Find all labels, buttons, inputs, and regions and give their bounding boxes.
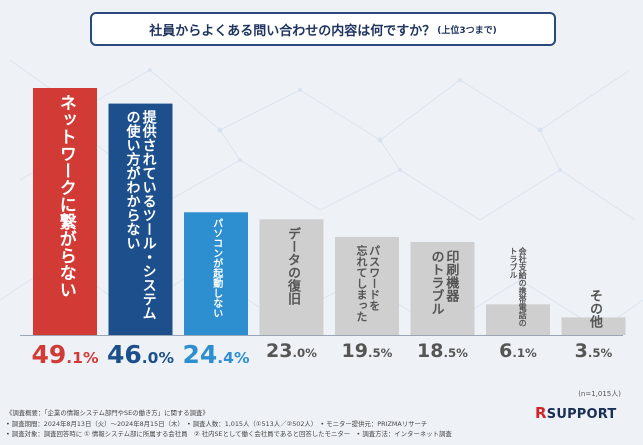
bar-8	[561, 317, 626, 335]
value-label-4: 23.0%	[266, 340, 317, 362]
value-label-6: 18.5%	[417, 340, 468, 362]
chart-subtitle: (上位3つまで)	[437, 25, 497, 36]
survey-footer: 《調査概要：「企業の情報システム部門やSEの働き方」に関する調査》 • 調査期間…	[6, 408, 452, 440]
bar-7	[486, 304, 550, 335]
bar-label-8: その他	[586, 289, 602, 329]
value-label-1: 49.1%	[31, 340, 99, 369]
sample-size-note: (n=1,015人)	[578, 390, 621, 398]
value-label-2: 46.0%	[106, 340, 174, 369]
bar-label-7: 会社支給の携帯電話の トラブル	[508, 247, 528, 328]
chart-title: 社員からよくある問い合わせの内容は何ですか？	[149, 23, 436, 39]
bar-label-1: ネットワークに繋がらない	[55, 94, 76, 298]
logo-text: SUPPORT	[546, 407, 617, 422]
chart-title-box: 社員からよくある問い合わせの内容は何ですか？ (上位3つまで)	[90, 12, 556, 46]
survey-summary: 《調査概要：「企業の情報システム部門やSEの働き方」に関する調査》	[6, 409, 209, 417]
bar-5	[335, 236, 399, 335]
value-label-7: 6.1%	[499, 340, 537, 362]
rsupport-logo: RSUPPORT	[535, 404, 617, 422]
bar-4	[259, 219, 324, 335]
value-label-8: 3.5%	[574, 340, 613, 362]
bar-label-4: データの復旧	[284, 227, 300, 306]
logo-mark: R	[535, 404, 547, 422]
bar-1	[33, 88, 97, 335]
bar-label-3: パソコンが起動しない	[210, 218, 222, 319]
bar-label-6: 印刷機器 のトラブル	[428, 249, 459, 315]
bar-label-2: 提供されているツール・システム の使い方がわからない	[124, 109, 157, 320]
survey-target: • 調査対象：調査回答時に ① 情報システム部に所属する会社員 ② 社内SEとし…	[6, 430, 452, 438]
value-label-5: 19.5%	[341, 340, 393, 362]
bar-label-5: パスワードを 忘れてしまった	[354, 244, 381, 322]
bar-2	[108, 103, 173, 336]
bar-3	[184, 212, 248, 335]
bar-6	[410, 241, 475, 335]
value-label-3: 24.4%	[182, 340, 250, 369]
survey-details: • 調査期間：2024年8月13日（火）〜2024年8月15日（木） • 調査人…	[6, 419, 428, 428]
